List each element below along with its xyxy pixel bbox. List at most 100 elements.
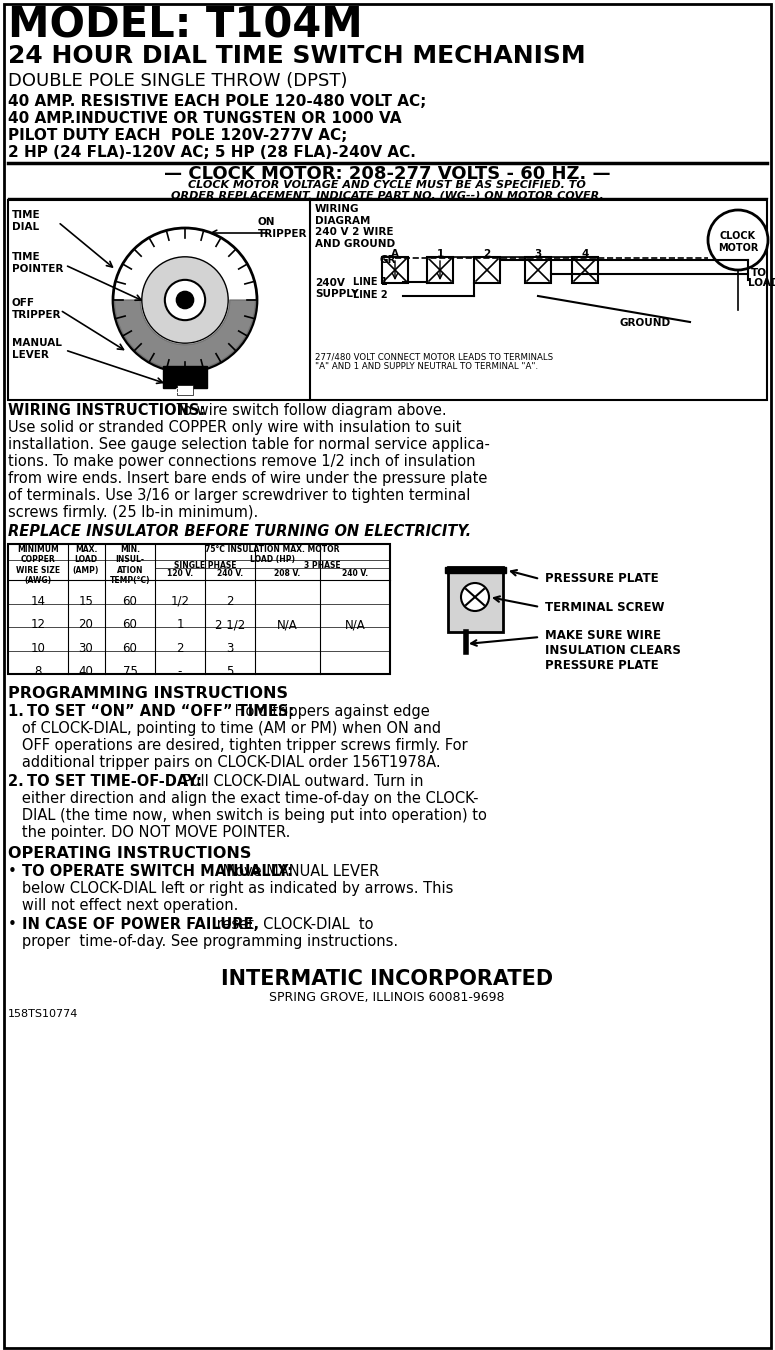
Text: MODEL: T104M: MODEL: T104M (8, 5, 363, 47)
Text: 40 AMP.INDUCTIVE OR TUNGSTEN OR 1000 VA: 40 AMP.INDUCTIVE OR TUNGSTEN OR 1000 VA (8, 111, 401, 126)
Text: TIME
POINTER: TIME POINTER (12, 252, 64, 274)
Text: SUPPLY: SUPPLY (315, 289, 359, 298)
Text: 240V: 240V (315, 278, 345, 288)
Text: ORDER REPLACEMENT, INDICATE PART NO. (WG--) ON MOTOR COVER.: ORDER REPLACEMENT, INDICATE PART NO. (WG… (170, 190, 604, 201)
Bar (448, 567, 503, 632)
Circle shape (142, 256, 228, 343)
Text: LINE 1: LINE 1 (353, 277, 388, 288)
Circle shape (177, 292, 194, 309)
Text: OFF operations are desired, tighten tripper screws firmly. For: OFF operations are desired, tighten trip… (8, 738, 467, 753)
Text: SINGLE PHASE: SINGLE PHASE (174, 562, 236, 570)
Text: 75°C INSULATION MAX. MOTOR
LOAD (HP): 75°C INSULATION MAX. MOTOR LOAD (HP) (205, 545, 339, 564)
Circle shape (708, 211, 768, 270)
Text: IN CASE OF POWER FAILURE,: IN CASE OF POWER FAILURE, (22, 917, 259, 932)
Text: Pull CLOCK-DIAL outward. Turn in: Pull CLOCK-DIAL outward. Turn in (178, 774, 423, 788)
Text: 40: 40 (78, 666, 94, 678)
Text: 1/2: 1/2 (170, 595, 190, 608)
Text: 158TS10774: 158TS10774 (8, 1008, 78, 1019)
Text: will not effect next operation.: will not effect next operation. (8, 898, 239, 913)
Text: TIME
DIAL: TIME DIAL (12, 211, 40, 232)
Text: Move MANUAL LEVER: Move MANUAL LEVER (218, 864, 379, 879)
Text: additional tripper pairs on CLOCK-DIAL order 156T1978A.: additional tripper pairs on CLOCK-DIAL o… (8, 755, 441, 770)
Text: 3 PHASE: 3 PHASE (304, 562, 340, 570)
Bar (572, 256, 598, 284)
Text: 3: 3 (226, 641, 234, 655)
Text: either direction and align the exact time-of-day on the CLOCK-: either direction and align the exact tim… (8, 791, 478, 806)
Text: the pointer. DO NOT MOVE POINTER.: the pointer. DO NOT MOVE POINTER. (8, 825, 291, 840)
Text: MAX.
LOAD
(AMP): MAX. LOAD (AMP) (73, 545, 99, 575)
Text: PROGRAMMING INSTRUCTIONS: PROGRAMMING INSTRUCTIONS (8, 686, 288, 701)
Text: LINE 2: LINE 2 (353, 290, 388, 300)
Text: 1.: 1. (8, 703, 29, 720)
Text: •: • (8, 864, 22, 879)
Text: from wire ends. Insert bare ends of wire under the pressure plate: from wire ends. Insert bare ends of wire… (8, 471, 487, 486)
Text: LOAD(S): LOAD(S) (748, 278, 775, 288)
Text: 2: 2 (226, 595, 234, 608)
Text: 12: 12 (30, 618, 46, 632)
Text: 1: 1 (176, 618, 184, 632)
Text: 40 AMP. RESISTIVE EACH POLE 120-480 VOLT AC;: 40 AMP. RESISTIVE EACH POLE 120-480 VOLT… (8, 95, 426, 109)
Text: ON
TRIPPER: ON TRIPPER (258, 217, 308, 239)
Text: SPRING GROVE, ILLINOIS 60081-9698: SPRING GROVE, ILLINOIS 60081-9698 (269, 991, 505, 1004)
Polygon shape (115, 300, 256, 370)
Text: of terminals. Use 3/16 or larger screwdriver to tighten terminal: of terminals. Use 3/16 or larger screwdr… (8, 487, 470, 504)
Text: Hold trippers against edge: Hold trippers against edge (230, 703, 430, 720)
Text: proper  time-of-day. See programming instructions.: proper time-of-day. See programming inst… (8, 934, 398, 949)
Text: TO OPERATE SWITCH MANUALLY:: TO OPERATE SWITCH MANUALLY: (22, 864, 293, 879)
Text: DOUBLE POLE SINGLE THROW (DPST): DOUBLE POLE SINGLE THROW (DPST) (8, 72, 347, 90)
Text: screws firmly. (25 lb-in minimum).: screws firmly. (25 lb-in minimum). (8, 505, 258, 520)
Text: TERMINAL SCREW: TERMINAL SCREW (545, 601, 664, 614)
Text: MANUAL
LEVER: MANUAL LEVER (12, 338, 62, 359)
Text: CLOCK MOTOR VOLTAGE AND CYCLE MUST BE AS SPECIFIED. TO: CLOCK MOTOR VOLTAGE AND CYCLE MUST BE AS… (188, 180, 586, 190)
Text: INTERMATIC INCORPORATED: INTERMATIC INCORPORATED (221, 969, 553, 990)
Text: 8: 8 (34, 666, 42, 678)
Text: 60: 60 (122, 641, 137, 655)
Text: 60: 60 (122, 595, 137, 608)
Text: "A" AND 1 AND SUPPLY NEUTRAL TO TERMINAL "A".: "A" AND 1 AND SUPPLY NEUTRAL TO TERMINAL… (315, 362, 538, 371)
Bar (163, 366, 207, 387)
Text: 2 1/2: 2 1/2 (215, 618, 245, 632)
Text: OPERATING INSTRUCTIONS: OPERATING INSTRUCTIONS (8, 846, 251, 861)
Text: 2: 2 (484, 248, 491, 259)
Text: 277/480 VOLT CONNECT MOTOR LEADS TO TERMINALS: 277/480 VOLT CONNECT MOTOR LEADS TO TERM… (315, 352, 553, 360)
Text: DIAL (the time now, when switch is being put into operation) to: DIAL (the time now, when switch is being… (8, 809, 487, 824)
Text: 5: 5 (226, 666, 234, 678)
Bar (382, 256, 408, 284)
Text: TO: TO (751, 269, 767, 278)
Bar (177, 385, 193, 396)
Text: 2 HP (24 FLA)-120V AC; 5 HP (28 FLA)-240V AC.: 2 HP (24 FLA)-120V AC; 5 HP (28 FLA)-240… (8, 144, 416, 161)
Bar (445, 567, 506, 572)
Text: 240 V.: 240 V. (342, 568, 368, 578)
Text: OFF
TRIPPER: OFF TRIPPER (12, 298, 61, 320)
Text: 60: 60 (122, 618, 137, 632)
Circle shape (461, 583, 489, 612)
Text: 20: 20 (78, 618, 94, 632)
Text: GROUND: GROUND (620, 319, 671, 328)
Text: CLOCK
MOTOR: CLOCK MOTOR (718, 231, 758, 252)
Bar (474, 256, 500, 284)
Text: N/A: N/A (277, 618, 298, 632)
Text: N/A: N/A (345, 618, 365, 632)
Circle shape (165, 279, 205, 320)
Text: TO SET “ON” AND “OFF” TIMES:: TO SET “ON” AND “OFF” TIMES: (27, 703, 294, 720)
Text: 2: 2 (176, 641, 184, 655)
Text: REPLACE INSULATOR BEFORE TURNING ON ELECTRICITY.: REPLACE INSULATOR BEFORE TURNING ON ELEC… (8, 524, 471, 539)
Text: 120 V.: 120 V. (167, 568, 193, 578)
Text: Use solid or stranded COPPER only wire with insulation to suit: Use solid or stranded COPPER only wire w… (8, 420, 461, 435)
Text: 10: 10 (30, 641, 46, 655)
Text: MIN.
INSUL-
ATION
TEMP(°C): MIN. INSUL- ATION TEMP(°C) (110, 545, 150, 585)
Text: — CLOCK MOTOR: 208-277 VOLTS - 60 HZ. —: — CLOCK MOTOR: 208-277 VOLTS - 60 HZ. — (164, 165, 611, 184)
Text: installation. See gauge selection table for normal service applica-: installation. See gauge selection table … (8, 437, 490, 452)
Text: MAKE SURE WIRE
INSULATION CLEARS
PRESSURE PLATE: MAKE SURE WIRE INSULATION CLEARS PRESSUR… (545, 629, 681, 672)
Text: 4: 4 (581, 248, 589, 259)
Text: PILOT DUTY EACH  POLE 120V-277V AC;: PILOT DUTY EACH POLE 120V-277V AC; (8, 128, 347, 143)
Text: A: A (391, 248, 399, 259)
Text: 3: 3 (535, 248, 542, 259)
Text: GR: GR (380, 255, 397, 265)
Text: To wire switch follow diagram above.: To wire switch follow diagram above. (172, 404, 446, 418)
Text: PRESSURE PLATE: PRESSURE PLATE (545, 572, 659, 585)
Text: 208 V.: 208 V. (274, 568, 301, 578)
Text: reset  CLOCK-DIAL  to: reset CLOCK-DIAL to (212, 917, 374, 932)
Text: OT: OT (175, 387, 186, 394)
Text: of CLOCK-DIAL, pointing to time (AM or PM) when ON and: of CLOCK-DIAL, pointing to time (AM or P… (8, 721, 441, 736)
